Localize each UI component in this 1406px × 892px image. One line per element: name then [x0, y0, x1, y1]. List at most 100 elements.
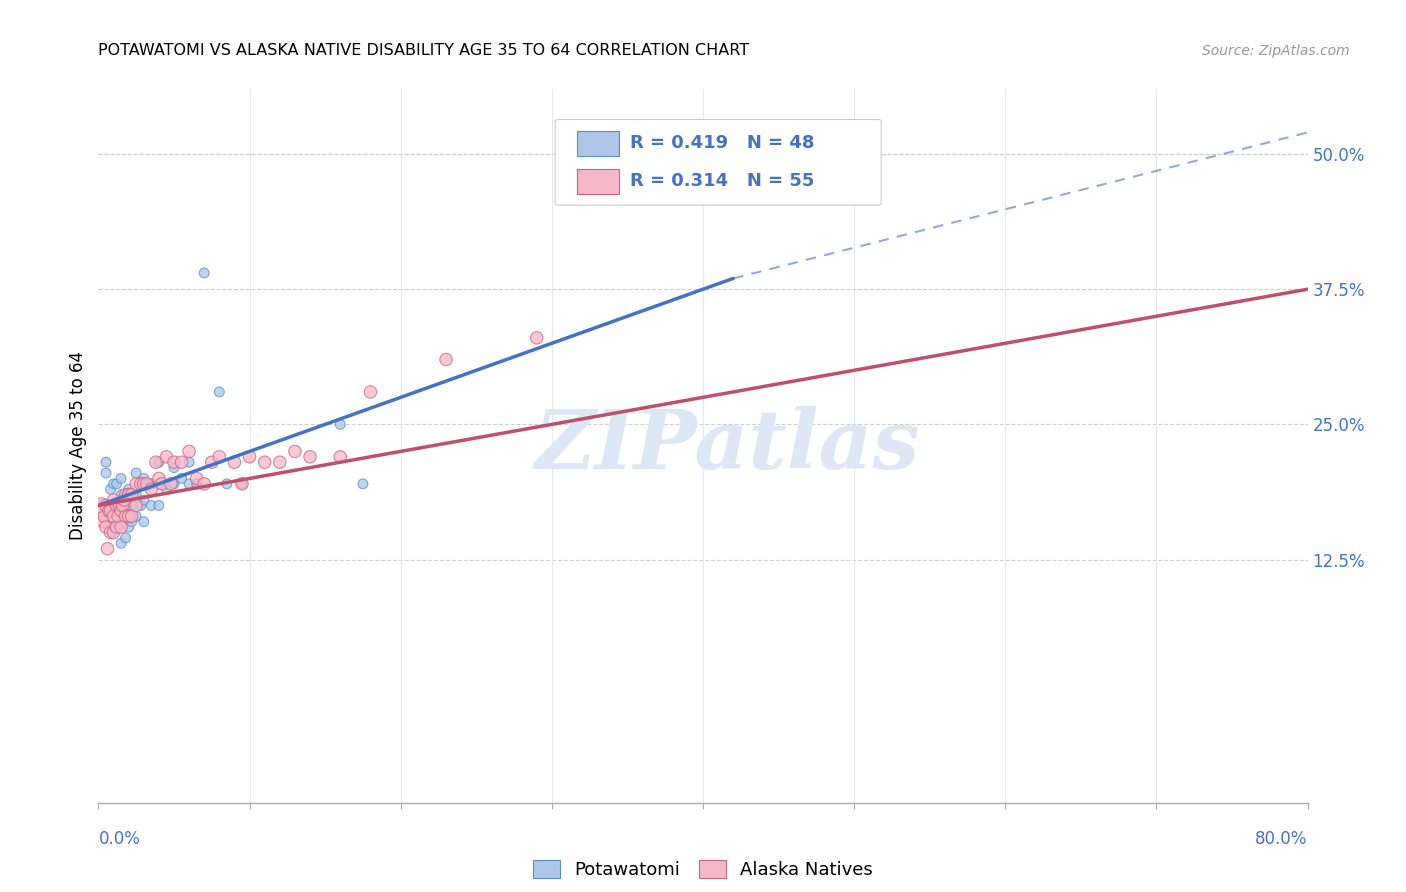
- Point: [193, 476, 215, 491]
- Point: [114, 488, 136, 502]
- Point: [170, 455, 193, 469]
- Point: [163, 476, 186, 491]
- Point: [179, 455, 201, 469]
- Point: [110, 504, 132, 518]
- Point: [135, 476, 157, 491]
- Point: [253, 455, 276, 469]
- Point: [103, 520, 125, 534]
- Point: [148, 476, 170, 491]
- Point: [121, 499, 143, 513]
- Point: [352, 476, 374, 491]
- Point: [201, 455, 224, 469]
- Point: [94, 520, 117, 534]
- Point: [94, 466, 117, 480]
- Point: [93, 509, 115, 524]
- Point: [125, 488, 148, 502]
- Point: [103, 476, 125, 491]
- Point: [239, 450, 262, 464]
- Point: [208, 384, 231, 399]
- Point: [129, 476, 152, 491]
- Point: [96, 541, 118, 556]
- Text: R = 0.314   N = 55: R = 0.314 N = 55: [630, 172, 814, 190]
- Point: [103, 499, 125, 513]
- Point: [179, 476, 201, 491]
- Point: [125, 476, 148, 491]
- Point: [329, 417, 352, 432]
- Point: [132, 476, 155, 491]
- Point: [269, 455, 291, 469]
- Point: [526, 331, 548, 345]
- Point: [121, 488, 143, 502]
- Point: [231, 476, 253, 491]
- Point: [329, 450, 352, 464]
- Point: [163, 455, 186, 469]
- Point: [118, 520, 141, 534]
- Text: ZIPatlas: ZIPatlas: [534, 406, 920, 486]
- Point: [114, 488, 136, 502]
- Point: [155, 450, 177, 464]
- Point: [105, 499, 128, 513]
- Text: R = 0.419   N = 48: R = 0.419 N = 48: [630, 135, 814, 153]
- Point: [108, 499, 131, 513]
- Point: [170, 471, 193, 485]
- Point: [132, 515, 155, 529]
- Point: [105, 520, 128, 534]
- Point: [129, 476, 152, 491]
- Point: [125, 499, 148, 513]
- Point: [150, 476, 173, 491]
- Point: [141, 499, 163, 513]
- Point: [118, 509, 141, 524]
- Point: [148, 471, 170, 485]
- Point: [148, 455, 170, 469]
- Point: [110, 504, 132, 518]
- Point: [121, 515, 143, 529]
- Point: [163, 460, 186, 475]
- Point: [186, 471, 208, 485]
- Point: [215, 476, 238, 491]
- Point: [94, 499, 117, 513]
- Point: [160, 476, 183, 491]
- Text: POTAWATOMI VS ALASKA NATIVE DISABILITY AGE 35 TO 64 CORRELATION CHART: POTAWATOMI VS ALASKA NATIVE DISABILITY A…: [98, 43, 749, 58]
- Point: [186, 476, 208, 491]
- Point: [110, 536, 132, 550]
- Point: [148, 499, 170, 513]
- Point: [118, 482, 141, 496]
- Point: [231, 476, 253, 491]
- Point: [121, 509, 143, 524]
- Point: [94, 455, 117, 469]
- Point: [107, 509, 129, 524]
- Point: [91, 515, 114, 529]
- Point: [224, 455, 246, 469]
- Point: [434, 352, 457, 367]
- Point: [100, 525, 122, 540]
- Point: [155, 482, 177, 496]
- Text: Source: ZipAtlas.com: Source: ZipAtlas.com: [1202, 44, 1350, 58]
- Point: [132, 493, 155, 508]
- Point: [179, 444, 201, 458]
- Point: [110, 488, 132, 502]
- Text: 80.0%: 80.0%: [1256, 830, 1308, 847]
- Point: [98, 504, 121, 518]
- Point: [125, 466, 148, 480]
- Point: [299, 450, 322, 464]
- Point: [105, 499, 128, 513]
- Point: [112, 493, 135, 508]
- Point: [129, 499, 152, 513]
- Point: [110, 520, 132, 534]
- Point: [105, 476, 128, 491]
- Point: [114, 509, 136, 524]
- Point: [141, 482, 163, 496]
- Y-axis label: Disability Age 35 to 64: Disability Age 35 to 64: [69, 351, 87, 541]
- Point: [103, 525, 125, 540]
- Point: [114, 531, 136, 545]
- Point: [90, 499, 112, 513]
- Point: [100, 482, 122, 496]
- Point: [110, 471, 132, 485]
- Text: 0.0%: 0.0%: [98, 830, 141, 847]
- Point: [103, 493, 125, 508]
- Point: [118, 488, 141, 502]
- Point: [141, 476, 163, 491]
- Point: [284, 444, 307, 458]
- Point: [111, 499, 134, 513]
- Point: [132, 471, 155, 485]
